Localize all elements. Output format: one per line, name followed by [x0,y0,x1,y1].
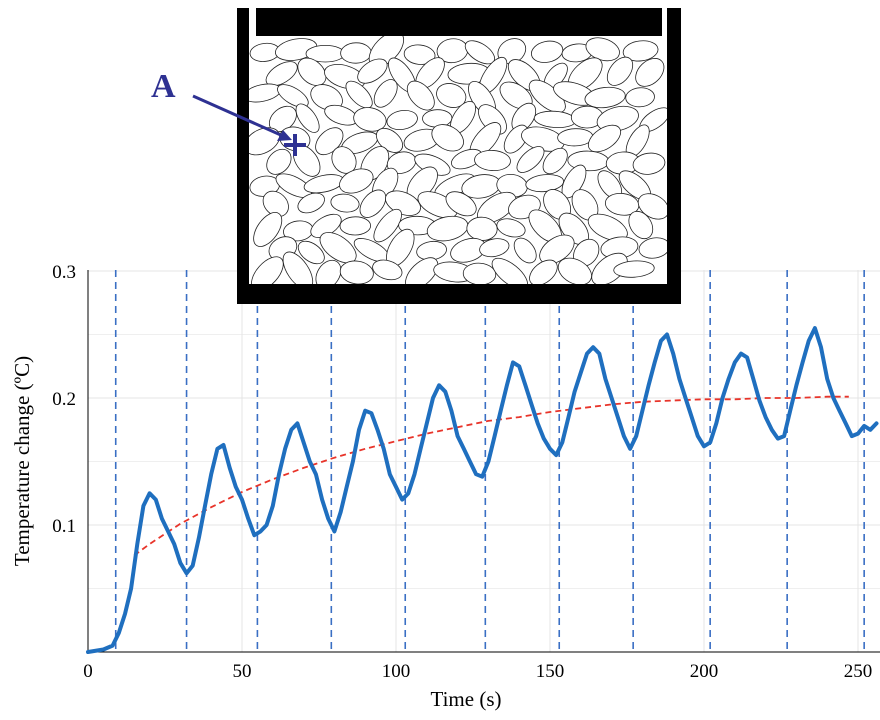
grain [319,232,357,264]
grain [359,189,387,218]
container-left-wall [237,8,249,304]
container-lid [256,8,662,36]
grain [262,190,289,217]
grain [542,147,568,175]
grain [265,61,298,87]
container-bottom [237,284,681,304]
grain [587,213,628,242]
grain [628,210,654,240]
grain [403,44,436,65]
container-right-wall [667,8,681,304]
grain [431,124,464,152]
grain [339,168,374,194]
x-tick-label: 0 [83,661,93,682]
grain [386,109,418,131]
vertical-gridlines [241,270,859,652]
grain [330,193,360,213]
grain [310,84,343,111]
grain [277,84,309,108]
grain [297,192,325,214]
grain [584,86,626,109]
grain [496,218,526,238]
y-axis-title: Temperature change (ºC) [10,356,34,566]
grain [445,191,477,217]
grain [297,57,327,86]
packed-grains [243,31,671,291]
grain [632,152,666,175]
grain [357,58,388,84]
plot-area [86,270,880,654]
grain [295,103,320,133]
y-tick-label: 0.3 [52,262,76,283]
grain [297,240,325,265]
cycle-marker-lines [114,270,865,652]
marker-arrow-shaft [192,94,284,138]
grain [345,80,373,109]
grain [606,56,634,86]
grain [339,260,374,285]
grain [474,149,511,172]
grain [406,80,435,111]
grain [635,58,665,87]
y-tick-label: 0.1 [52,516,76,537]
marker-label: A [151,68,176,105]
grain [613,260,655,278]
marker-arrow-head [277,130,292,141]
grain [557,257,592,286]
fitted-trend-line [133,395,849,557]
x-axis-title: Time (s) [431,687,502,711]
container-inset [237,8,681,304]
grain [591,252,628,286]
measured-temperature-line [86,326,879,654]
grain [625,87,655,108]
x-tick-label: 250 [844,661,873,682]
grain [373,79,398,108]
grain [372,259,403,281]
grain [339,216,371,236]
measurement-point-marker: A [151,68,306,156]
grain [513,237,537,264]
grain [353,107,387,132]
grain [587,124,622,153]
grain [516,146,545,173]
series-layer [86,326,879,654]
grain [529,259,558,286]
grain [622,40,659,62]
y-tick-label: 0.2 [52,389,76,410]
y-tick-labels: 0.1 0.2 0.3 [52,262,76,537]
grain [479,238,510,258]
x-tick-labels: 0 50 100 150 200 250 [83,661,872,682]
x-tick-label: 100 [382,661,411,682]
grain [436,83,467,108]
grain [530,40,564,63]
grain [525,174,565,193]
x-tick-label: 200 [690,661,719,682]
x-tick-label: 150 [536,661,565,682]
grain [253,212,283,247]
grain [266,148,292,175]
x-tick-label: 50 [233,661,252,682]
grain [373,208,402,243]
